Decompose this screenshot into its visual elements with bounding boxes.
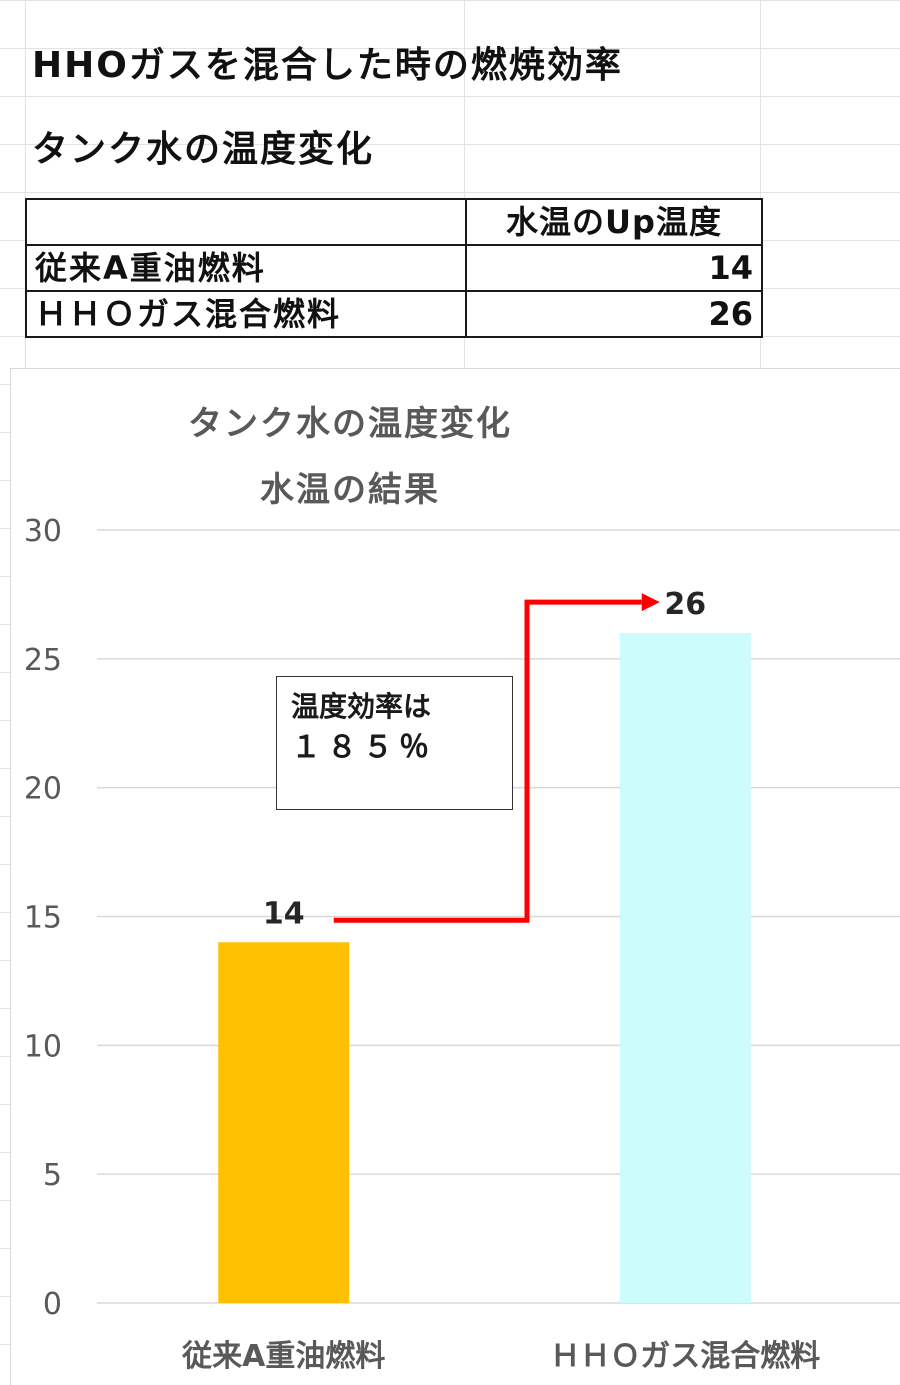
y-tick-label: 20 bbox=[24, 772, 62, 807]
bar bbox=[218, 942, 350, 1303]
sheet-subtitle[interactable]: タンク水の温度変化 bbox=[32, 129, 375, 170]
data-table: 水温のUp温度 従来A重油燃料 14 ＨＨＯガス混合燃料 26 bbox=[25, 198, 763, 338]
x-tick-label: 従来A重油燃料 bbox=[181, 1339, 385, 1374]
x-tick-label: ＨＨＯガス混合燃料 bbox=[550, 1339, 820, 1374]
table-header-row: 水温のUp温度 bbox=[25, 198, 763, 246]
data-label: 26 bbox=[664, 587, 706, 622]
y-tick-label: 25 bbox=[24, 643, 62, 678]
red-arrow-line bbox=[333, 599, 642, 923]
table-cell-label[interactable]: 従来A重油燃料 bbox=[25, 244, 467, 292]
bar bbox=[619, 633, 751, 1303]
table-cell-value[interactable]: 26 bbox=[465, 290, 763, 338]
y-tick-label: 0 bbox=[43, 1287, 62, 1322]
data-label: 14 bbox=[263, 896, 305, 931]
y-tick-label: 10 bbox=[24, 1029, 62, 1064]
chart-subtitle: 水温の結果 bbox=[260, 470, 440, 510]
chart-area[interactable] bbox=[10, 368, 900, 1385]
y-tick-label: 5 bbox=[43, 1158, 62, 1193]
y-tick-label: 30 bbox=[24, 514, 62, 549]
callout-line-2: １８５％ bbox=[291, 730, 435, 765]
red-arrow-head bbox=[641, 593, 660, 612]
table-row: ＨＨＯガス混合燃料 26 bbox=[25, 290, 763, 338]
chart-title: タンク水の温度変化 bbox=[188, 404, 512, 444]
sheet-title[interactable]: HHOガスを混合した時の燃焼効率 bbox=[32, 45, 623, 86]
table-header-cell[interactable]: 水温のUp温度 bbox=[465, 198, 763, 246]
efficiency-callout[interactable]: 温度効率は １８５％ bbox=[276, 676, 513, 810]
table-cell-label[interactable]: ＨＨＯガス混合燃料 bbox=[25, 290, 467, 338]
callout-line-1: 温度効率は bbox=[291, 690, 432, 723]
table-cell-value[interactable]: 14 bbox=[465, 244, 763, 292]
y-tick-label: 15 bbox=[24, 901, 62, 936]
table-header-cell[interactable] bbox=[25, 198, 467, 246]
table-row: 従来A重油燃料 14 bbox=[25, 244, 763, 292]
